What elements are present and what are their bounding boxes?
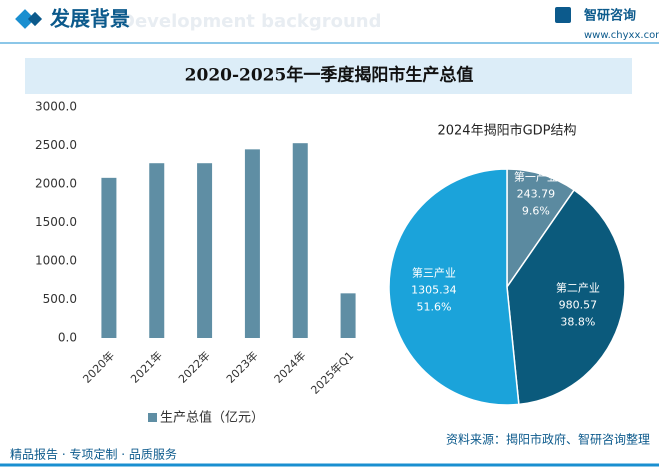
legend-label: 生产总值（亿元） (160, 410, 264, 426)
slice-name: 第二产业 (556, 280, 600, 294)
header-title: 发展背景 (49, 7, 130, 31)
slice-value: 1305.34 (411, 284, 457, 297)
y-tick-label: 2000.0 (35, 177, 77, 191)
pie-slice (506, 188, 626, 406)
brand-logo (555, 7, 571, 23)
bar (340, 293, 356, 338)
y-tick-label: 0.0 (58, 331, 77, 345)
footer-left: 精品报告 · 专项定制 · 品质服务 (10, 447, 177, 462)
main-title: 2020-2025年一季度揭阳市生产总值 (185, 65, 474, 86)
slice-name: 第一产业 (514, 170, 558, 184)
header-subtitle: Development background (120, 11, 381, 32)
y-tick-label: 1500.0 (35, 215, 77, 229)
title-band (25, 58, 632, 94)
pie-title: 2024年揭阳市GDP结构 (437, 123, 576, 139)
bar (197, 163, 213, 338)
slice-value: 980.57 (559, 298, 598, 311)
bar (149, 163, 165, 338)
y-tick-label: 500.0 (43, 292, 77, 306)
slice-name: 第三产业 (412, 266, 456, 280)
pie-slice (388, 168, 520, 406)
y-tick-label: 1000.0 (35, 254, 77, 268)
y-tick-label: 2500.0 (35, 138, 77, 152)
slice-percent: 38.8% (560, 315, 595, 328)
brand-url: www.chyxx.com (584, 30, 659, 41)
y-tick-label: 3000.0 (35, 100, 77, 114)
bar (244, 149, 260, 338)
header-icon (27, 11, 43, 27)
header-icon (15, 9, 35, 29)
slice-value: 243.79 (517, 188, 556, 201)
slice-percent: 9.6% (522, 205, 550, 218)
bar (101, 177, 117, 338)
brand: 智研咨询 (584, 8, 636, 24)
bar (292, 143, 308, 338)
legend-swatch (148, 413, 157, 422)
footer-source: 资料来源：揭阳市政府、智研咨询整理 (446, 432, 650, 447)
slice-percent: 51.6% (416, 301, 451, 314)
